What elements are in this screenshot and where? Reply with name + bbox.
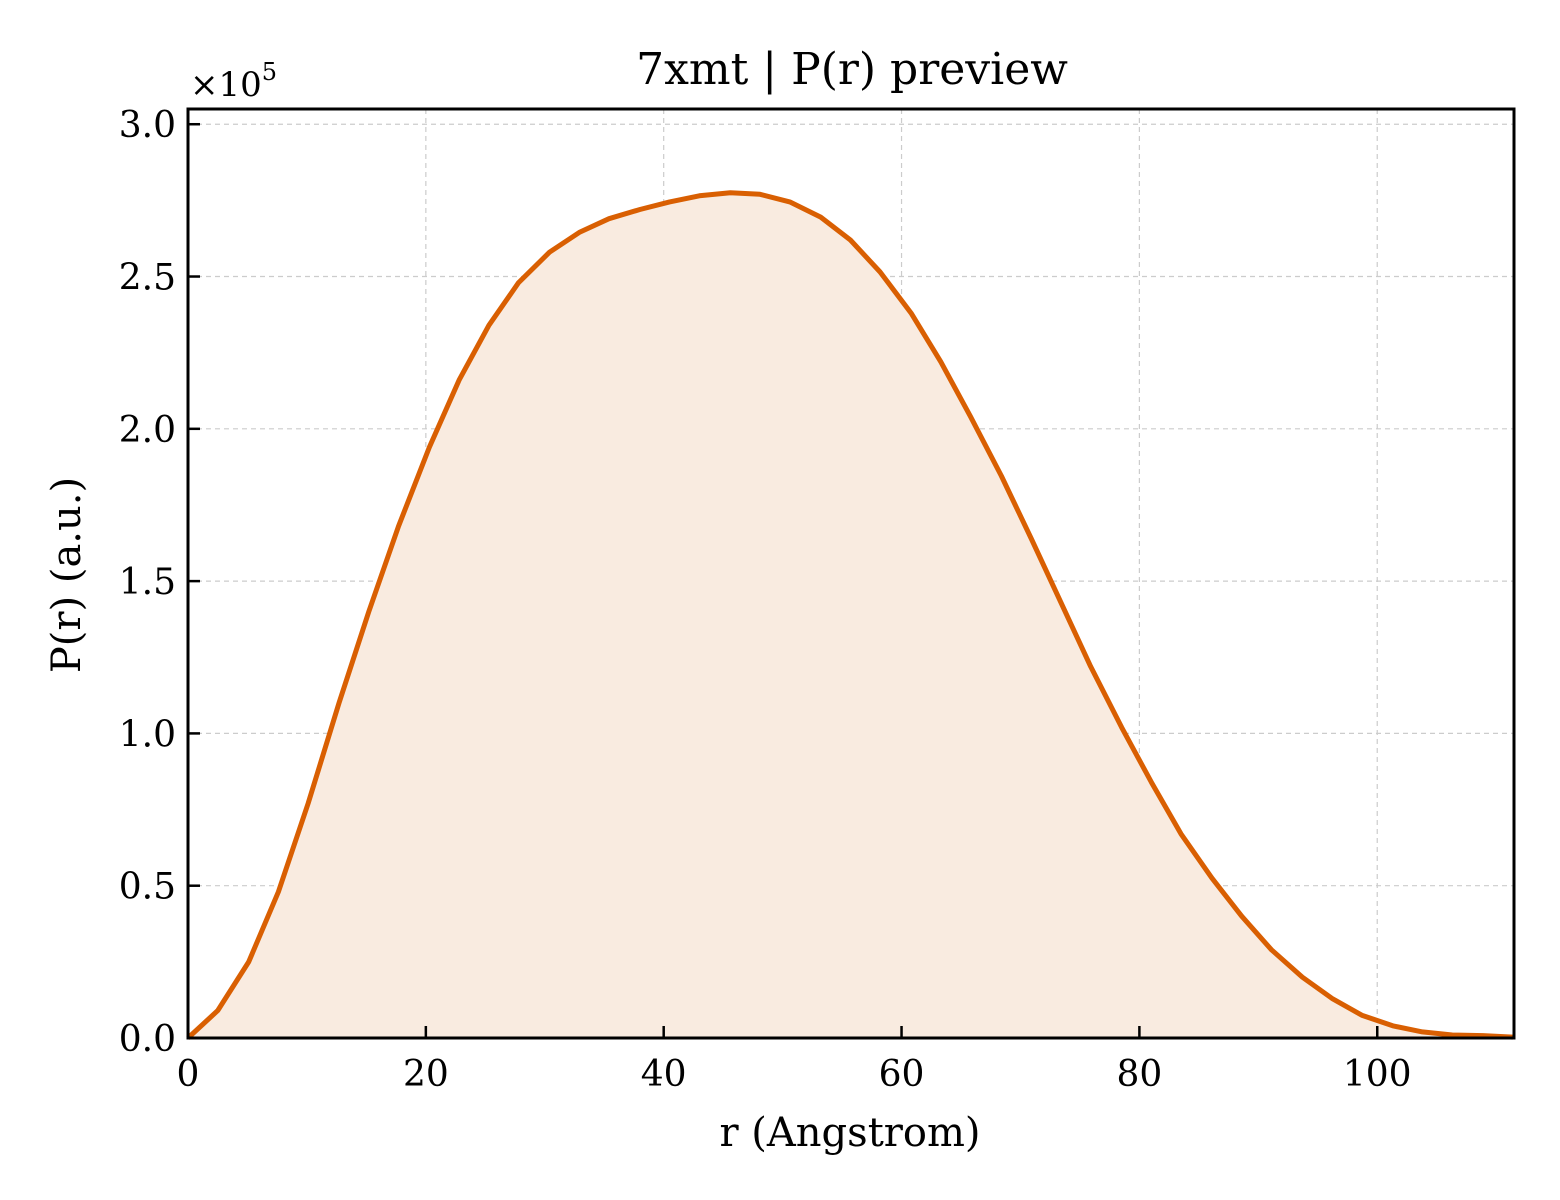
y-tick-label: 1.0 [119,714,176,755]
pr-series-line [186,190,1513,1040]
y-multiplier: ×105 [190,58,277,105]
plot-frame [186,107,1516,1040]
chart-title: 7xmt | P(r) preview [636,44,1068,95]
x-axis-label: r (Angstrom) [719,1110,980,1156]
y-tick-label: 3.0 [119,105,176,146]
y-multiplier-exponent: 5 [262,58,277,86]
pr-area-fill [188,192,1513,1039]
x-axis-ticks: 0 20 40 60 80 100 [177,1026,1412,1095]
y-tick-label: 0.5 [119,867,176,908]
x-tick-label: 40 [641,1054,687,1095]
y-tick-label: 0.0 [119,1019,176,1060]
x-tick-label: 0 [177,1054,200,1095]
y-tick-label: 2.5 [119,258,176,299]
x-tick-label: 80 [1116,1054,1162,1095]
x-tick-label: 20 [403,1054,449,1095]
y-multiplier-base: ×10 [190,65,262,105]
y-axis-label: P(r) (a.u.) [44,477,90,673]
x-tick-label: 100 [1343,1054,1412,1095]
y-tick-label: 1.5 [119,562,176,603]
x-tick-label: 60 [879,1054,925,1095]
y-axis-ticks: 0.0 0.5 1.0 1.5 2.0 2.5 3.0 [119,105,200,1060]
y-tick-label: 2.0 [119,410,176,451]
